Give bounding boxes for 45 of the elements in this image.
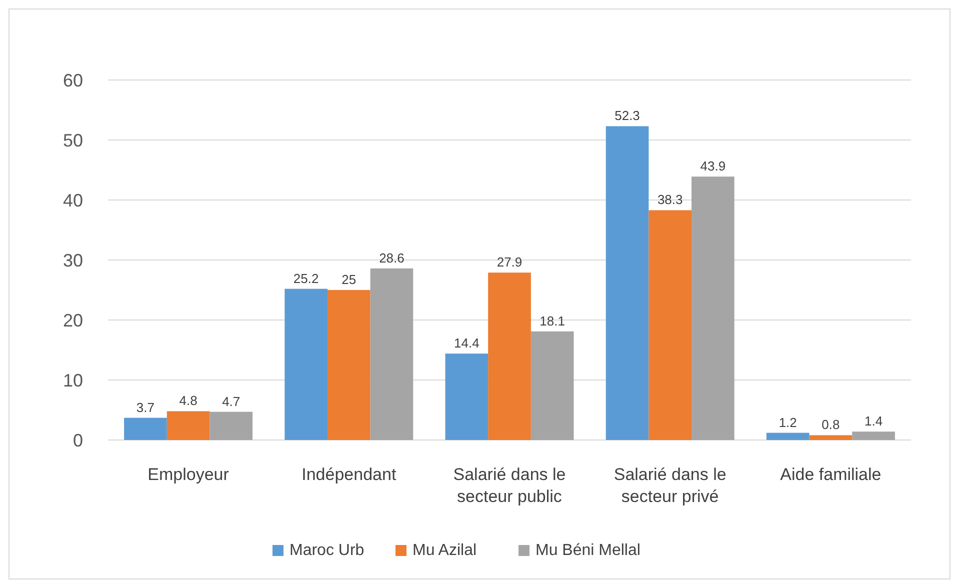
bar <box>606 126 649 440</box>
bar <box>648 210 692 440</box>
legend-label: Maroc Urb <box>290 542 364 559</box>
data-label: 14.4 <box>454 336 480 351</box>
y-tick-label: 20 <box>62 310 83 330</box>
y-tick-label: 40 <box>62 190 83 210</box>
data-label: 3.7 <box>136 400 155 415</box>
data-label: 43.9 <box>700 158 726 174</box>
bar <box>852 432 895 440</box>
data-label: 18.1 <box>540 313 565 328</box>
data-label: 4.8 <box>179 393 198 408</box>
legend-label: Mu Béni Mellal <box>536 542 640 559</box>
bar <box>530 331 574 440</box>
bar <box>284 288 328 440</box>
bar <box>210 412 253 440</box>
data-label: 25.2 <box>293 270 319 286</box>
data-label: 0.8 <box>822 417 840 432</box>
bar <box>370 268 414 440</box>
data-label: 27.9 <box>496 254 522 270</box>
data-label: 1.2 <box>778 414 797 430</box>
y-tick-label: 10 <box>62 370 83 390</box>
x-tick-label: Salarié dans le secteur privé <box>614 465 726 506</box>
data-label: 38.3 <box>657 192 683 208</box>
data-label: 1.4 <box>864 414 883 429</box>
bar <box>766 432 810 440</box>
x-tick-label: Indépendant <box>302 465 396 484</box>
bar <box>692 176 734 440</box>
data-label: 28.6 <box>379 250 404 266</box>
y-tick-label: 30 <box>62 250 83 270</box>
bar <box>327 290 370 440</box>
y-tick-label: 50 <box>62 130 83 150</box>
bar <box>488 272 531 440</box>
x-tick-label: Aide familiale <box>780 465 882 484</box>
data-label: 52.3 <box>614 108 640 124</box>
y-tick-label: 0 <box>72 430 83 450</box>
x-tick-label: Employeur <box>148 465 230 484</box>
legend-label: Mu Azilal <box>412 542 477 559</box>
x-tick-label: Salarié dans le secteur public <box>453 465 566 506</box>
bar <box>124 418 167 440</box>
y-tick-label: 60 <box>62 70 83 90</box>
data-label: 4.7 <box>222 394 240 409</box>
bar <box>166 411 210 440</box>
bar <box>445 354 488 440</box>
data-label: 25 <box>342 272 356 287</box>
bar <box>809 435 852 440</box>
